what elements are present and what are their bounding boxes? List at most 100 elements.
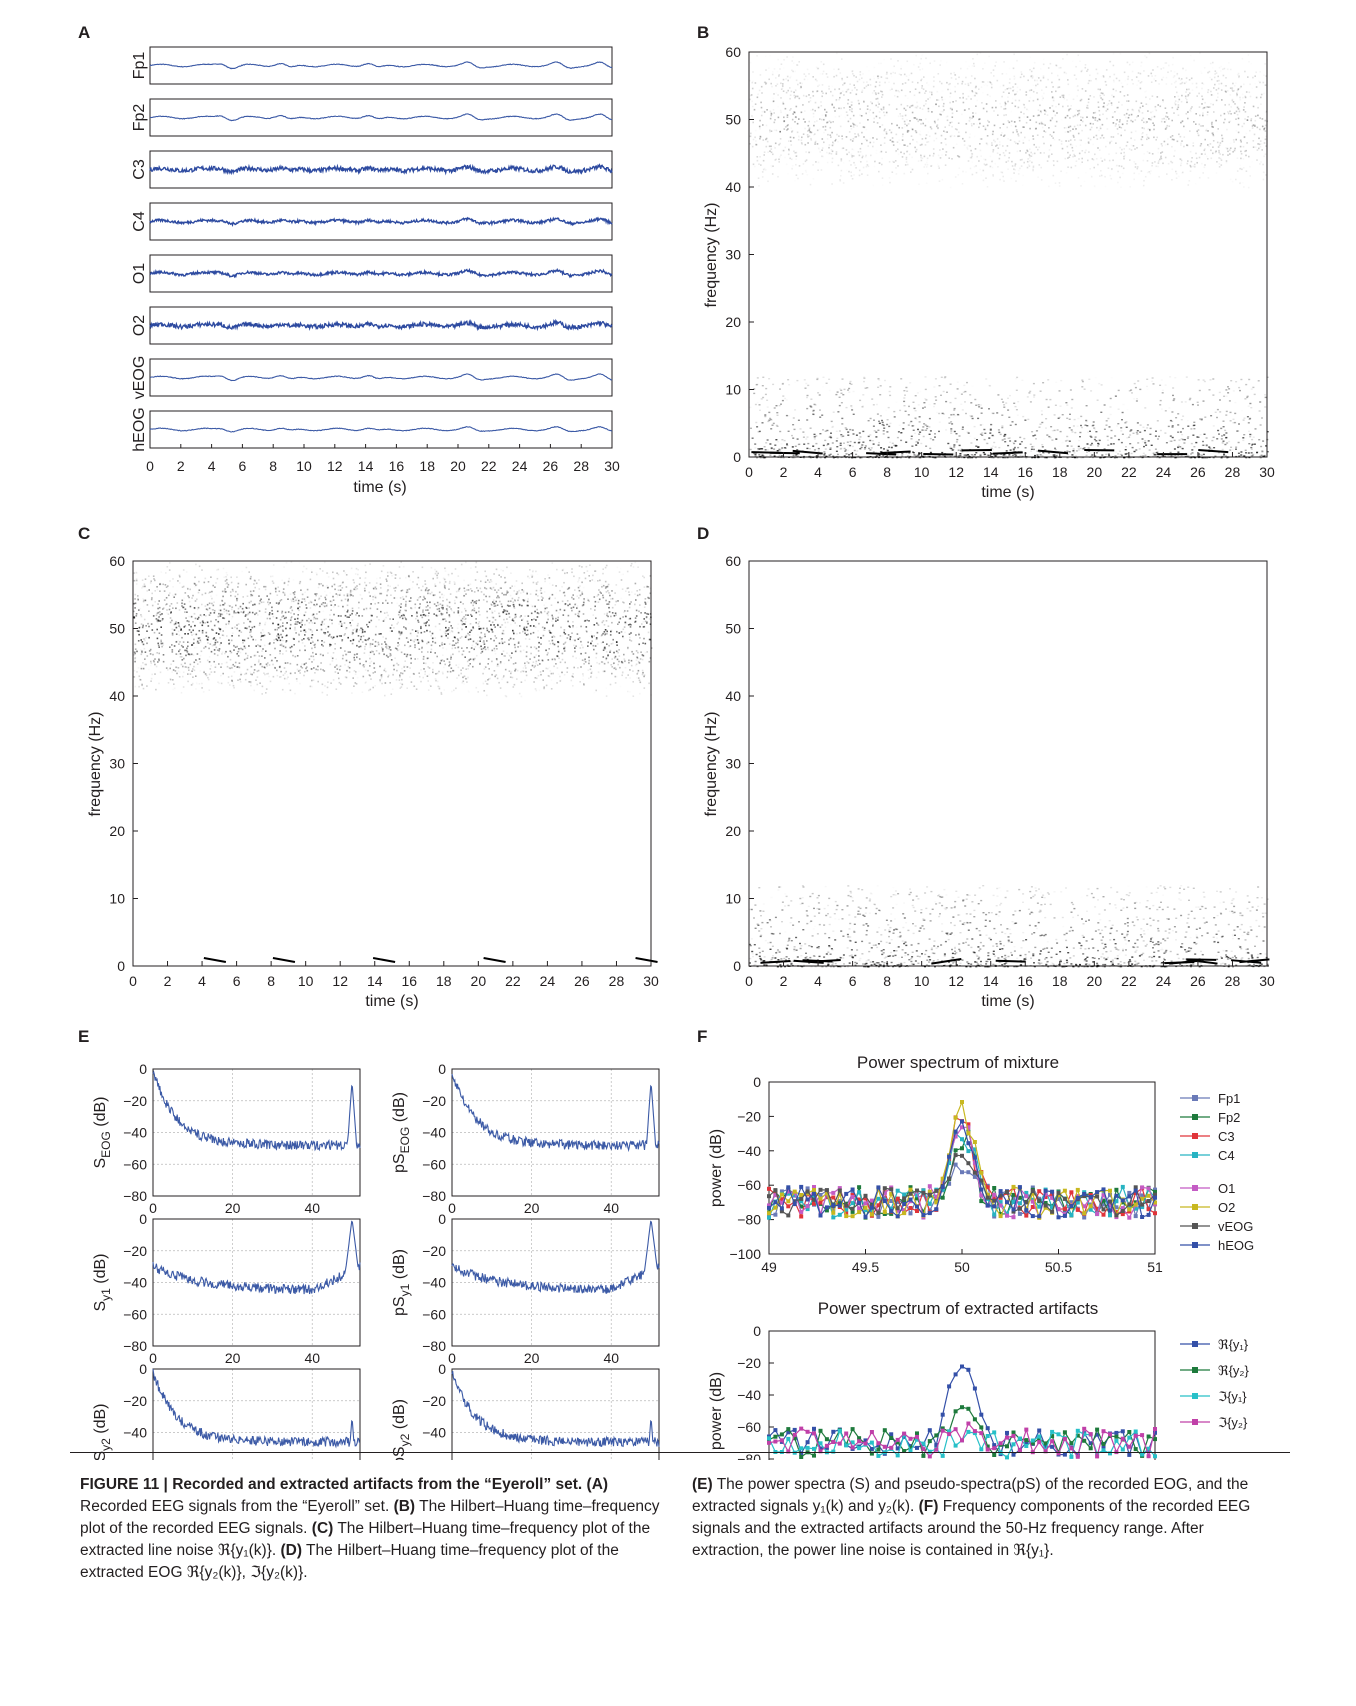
noise-dot xyxy=(860,161,862,163)
eog-energy-dot xyxy=(964,401,966,403)
eog-energy-dot xyxy=(1005,402,1008,404)
noise-dot xyxy=(280,670,282,673)
noise-dot xyxy=(457,575,460,577)
noise-dot xyxy=(1088,151,1090,153)
noise-dot xyxy=(473,648,475,651)
noise-dot xyxy=(1215,156,1217,158)
eog-energy-dot xyxy=(950,428,953,430)
noise-dot xyxy=(392,674,394,676)
noise-dot xyxy=(1123,71,1126,74)
noise-dot xyxy=(1097,101,1100,104)
eog-energy-dot xyxy=(915,444,918,446)
noise-dot xyxy=(751,105,754,108)
noise-dot xyxy=(794,121,796,123)
noise-dot xyxy=(881,163,883,166)
noise-dot xyxy=(410,662,412,664)
noise-dot xyxy=(920,79,922,82)
eog-energy-dot xyxy=(1040,410,1043,412)
noise-dot xyxy=(1193,121,1195,123)
eog-energy-dot xyxy=(778,448,781,451)
noise-dot xyxy=(828,85,830,88)
noise-dot xyxy=(1105,69,1108,71)
noise-dot xyxy=(1058,182,1061,184)
eog-energy-dot xyxy=(1035,430,1038,432)
noise-dot xyxy=(1109,60,1111,63)
noise-dot xyxy=(1004,107,1007,110)
eog-energy-dot xyxy=(1193,421,1196,423)
noise-dot xyxy=(1112,88,1115,91)
noise-dot xyxy=(385,646,387,648)
noise-dot xyxy=(885,111,888,114)
eog-energy-dot xyxy=(1107,417,1110,420)
eog-energy-dot xyxy=(1242,437,1245,439)
noise-dot xyxy=(221,651,224,653)
eog-energy-dot xyxy=(1120,430,1123,432)
eog-energy-dot xyxy=(1244,398,1247,400)
noise-dot xyxy=(793,178,795,180)
noise-dot xyxy=(921,143,923,146)
eog-energy-dot xyxy=(938,412,941,415)
noise-dot xyxy=(208,647,210,650)
noise-dot xyxy=(486,616,489,619)
noise-dot xyxy=(779,144,781,146)
eog-energy-dot xyxy=(1251,438,1254,441)
eog-energy-dot xyxy=(802,431,805,433)
noise-dot xyxy=(1041,122,1043,125)
eog-energy-dot xyxy=(756,377,759,379)
noise-dot xyxy=(345,676,348,679)
noise-dot xyxy=(1204,164,1206,166)
noise-dot xyxy=(493,602,495,605)
noise-dot xyxy=(937,165,940,167)
noise-dot xyxy=(356,653,358,655)
eog-energy-dot xyxy=(1171,411,1174,413)
noise-dot xyxy=(937,118,940,120)
noise-dot xyxy=(580,625,582,628)
eog-energy-dot xyxy=(1052,454,1055,456)
noise-dot xyxy=(841,79,844,81)
noise-dot xyxy=(433,613,435,615)
noise-dot xyxy=(1180,162,1183,164)
noise-dot xyxy=(1087,107,1089,109)
noise-dot xyxy=(975,171,978,174)
noise-dot xyxy=(936,125,938,128)
eog-energy-dot xyxy=(1227,386,1229,388)
noise-dot xyxy=(750,132,752,135)
noise-dot xyxy=(856,80,859,83)
noise-dot xyxy=(895,108,898,110)
eog-energy-dot xyxy=(1066,439,1069,442)
eog-energy-dot xyxy=(1070,407,1073,409)
noise-dot xyxy=(1032,168,1034,171)
eog-energy-dot xyxy=(1096,399,1099,401)
eog-energy-dot xyxy=(950,447,953,450)
noise-dot xyxy=(995,139,997,141)
eog-energy-dot xyxy=(985,457,987,458)
noise-dot xyxy=(949,101,951,104)
noise-dot xyxy=(247,654,249,657)
noise-dot xyxy=(825,115,827,117)
eog-energy-dot xyxy=(867,420,870,422)
eog-energy-dot xyxy=(829,453,832,455)
noise-dot xyxy=(138,633,140,636)
noise-dot xyxy=(1118,79,1121,82)
noise-dot xyxy=(1127,61,1129,63)
noise-dot xyxy=(838,115,841,118)
noise-dot xyxy=(306,666,308,668)
noise-dot xyxy=(967,84,970,87)
noise-dot xyxy=(1218,166,1221,168)
eog-energy-dot xyxy=(872,404,875,406)
noise-dot xyxy=(1183,145,1185,148)
noise-dot xyxy=(1052,110,1055,113)
noise-dot xyxy=(824,108,826,111)
eog-energy-dot xyxy=(1098,379,1100,380)
noise-dot xyxy=(1259,71,1261,73)
eog-energy-dot xyxy=(1221,455,1224,458)
noise-dot xyxy=(940,111,942,113)
eog-energy-dot xyxy=(1008,455,1010,457)
noise-dot xyxy=(198,565,201,568)
eog-energy-dot xyxy=(1039,423,1042,425)
noise-dot xyxy=(833,69,835,71)
noise-dot xyxy=(1034,79,1036,82)
noise-dot xyxy=(1052,137,1054,139)
eog-energy-dot xyxy=(871,457,874,459)
noise-dot xyxy=(566,667,569,669)
